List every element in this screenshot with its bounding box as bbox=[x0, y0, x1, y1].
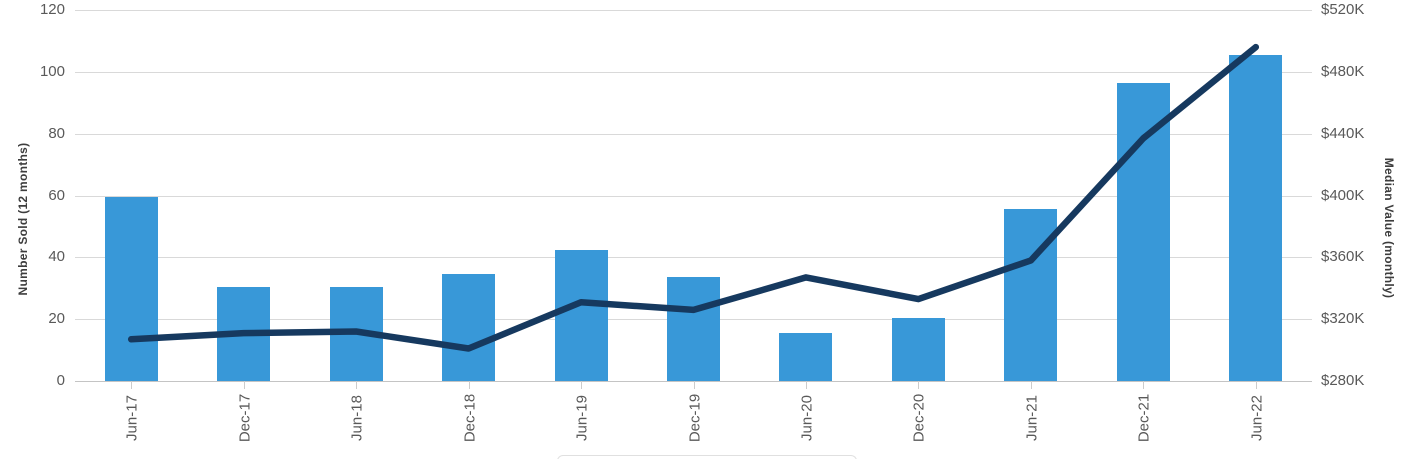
right-tick-label: $360K bbox=[1321, 248, 1365, 265]
left-tick-label: 80 bbox=[48, 125, 65, 142]
bar-Jun-19 bbox=[555, 249, 608, 381]
left-tick-label: 120 bbox=[39, 1, 65, 18]
left-tick-label: 20 bbox=[48, 310, 65, 327]
bar-Jun-22 bbox=[1229, 54, 1282, 381]
x-tick-mark bbox=[581, 381, 582, 389]
bar-Jun-17 bbox=[105, 197, 158, 381]
left-axis-title: Number Sold (12 months) bbox=[16, 142, 30, 296]
x-axis-label-Dec-20: Dec-20 bbox=[910, 393, 928, 443]
x-tick-mark bbox=[131, 381, 132, 389]
right-tick-label: $400K bbox=[1321, 187, 1365, 204]
right-axis-title: Median Value (monthly) bbox=[1382, 157, 1396, 299]
bar-Dec-19 bbox=[667, 277, 720, 381]
bar-Jun-18 bbox=[330, 286, 383, 381]
right-tick-label: $440K bbox=[1321, 125, 1365, 142]
right-tick-label: $520K bbox=[1321, 1, 1365, 18]
x-axis-label-Dec-17: Dec-17 bbox=[236, 393, 254, 443]
bar-Dec-20 bbox=[892, 317, 945, 381]
legend-box-cropped bbox=[557, 455, 857, 459]
x-tick-mark bbox=[244, 381, 245, 389]
x-axis-label-Jun-20: Jun-20 bbox=[798, 395, 816, 441]
x-axis-label-Jun-18: Jun-18 bbox=[348, 395, 366, 441]
right-tick-label: $480K bbox=[1321, 63, 1365, 80]
x-axis-label-Jun-22: Jun-22 bbox=[1248, 395, 1266, 441]
bar-Jun-21 bbox=[1004, 209, 1057, 381]
right-tick-label: $280K bbox=[1321, 372, 1365, 389]
x-tick-mark bbox=[1031, 381, 1032, 389]
left-tick-label: 0 bbox=[56, 372, 65, 389]
x-axis-label-Dec-19: Dec-19 bbox=[686, 393, 703, 443]
x-tick-mark bbox=[806, 381, 807, 389]
bar-Dec-18 bbox=[442, 274, 495, 381]
left-tick-label: 40 bbox=[48, 248, 65, 265]
left-tick-label: 60 bbox=[48, 187, 65, 204]
x-tick-mark bbox=[918, 381, 919, 389]
right-tick-label: $320K bbox=[1321, 310, 1365, 327]
x-axis-label-Jun-19: Jun-19 bbox=[573, 395, 591, 441]
bar-Dec-21 bbox=[1117, 82, 1170, 381]
x-axis-label-Jun-17: Jun-17 bbox=[123, 395, 141, 441]
gridline-100 bbox=[75, 72, 1312, 73]
left-tick-label: 100 bbox=[39, 63, 65, 80]
gridline-120 bbox=[75, 10, 1312, 11]
bar-Dec-17 bbox=[217, 286, 270, 381]
x-tick-mark bbox=[1143, 381, 1144, 389]
x-axis-label-Jun-21: Jun-21 bbox=[1023, 395, 1041, 441]
gridline-0 bbox=[75, 381, 1312, 382]
x-tick-mark bbox=[469, 381, 470, 389]
bar-Jun-20 bbox=[779, 333, 832, 381]
x-axis-label-Dec-18: Dec-18 bbox=[461, 393, 479, 443]
x-axis-label-Dec-21: Dec-21 bbox=[1135, 393, 1153, 443]
x-tick-mark bbox=[1256, 381, 1257, 389]
x-tick-mark bbox=[694, 381, 695, 389]
x-tick-mark bbox=[356, 381, 357, 389]
